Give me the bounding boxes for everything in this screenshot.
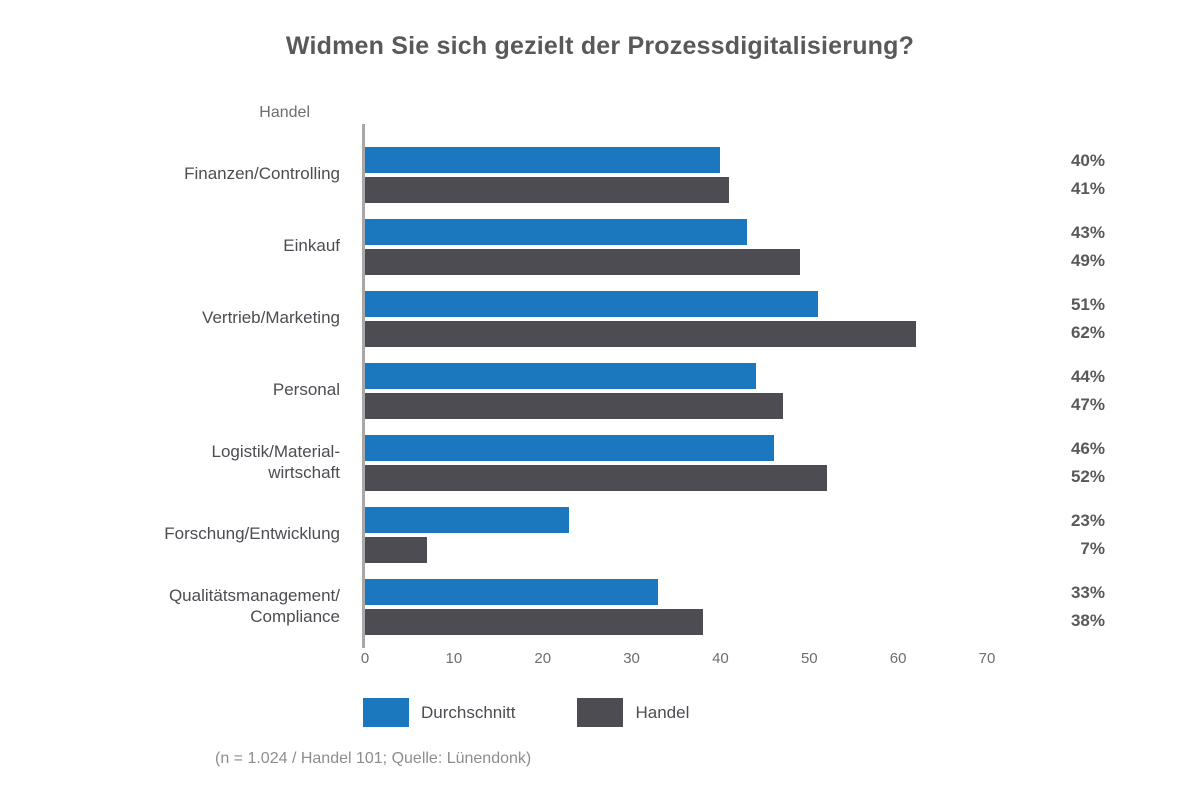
bar-handel	[365, 177, 730, 203]
bar-handel	[365, 393, 783, 419]
bar-row: Vertrieb/Marketing 51% 62%	[0, 282, 1200, 354]
x-axis: 0 10 20 30 40 50 60 70	[361, 650, 996, 672]
value-label: 47%	[1070, 395, 1105, 414]
legend-label: Durchschnitt	[421, 702, 516, 722]
bar-durchschnitt	[365, 147, 721, 173]
value-label: 62%	[1070, 323, 1105, 342]
bar-chart-area: Finanzen/Controlling 40% 41% Einkauf 43% 49% V…	[0, 138, 1200, 642]
value-labels: 51% 62%	[987, 282, 1200, 354]
value-label: 52%	[1070, 467, 1105, 486]
bar-group	[365, 426, 987, 498]
value-label: 38%	[1070, 611, 1105, 630]
x-tick-label: 20	[534, 650, 552, 667]
bar-group	[365, 498, 987, 570]
bar-group	[365, 210, 987, 282]
legend-label: Handel	[635, 702, 690, 722]
bar-row: Finanzen/Controlling 40% 41%	[0, 138, 1200, 210]
category-label: Personal	[272, 380, 340, 400]
x-tick-label: 50	[800, 650, 818, 667]
value-label: 49%	[1070, 251, 1105, 270]
bar-group	[365, 354, 987, 426]
chart-title: Widmen Sie sich gezielt der Prozessdigit…	[285, 32, 915, 60]
legend-item-durchschnitt: Durchschnitt	[363, 698, 515, 727]
value-labels: 46% 52%	[987, 426, 1200, 498]
legend-swatch-handel	[577, 698, 624, 727]
category-label: Einkauf	[283, 236, 340, 256]
bar-durchschnitt	[365, 291, 819, 317]
value-labels: 44% 47%	[987, 354, 1200, 426]
category-label: Forschung/Entwicklung	[164, 524, 340, 544]
bar-handel	[365, 321, 916, 347]
value-label: 44%	[1070, 367, 1105, 386]
category-label: Vertrieb/Marketing	[202, 308, 340, 328]
value-label: 51%	[1070, 295, 1105, 314]
bar-row: Einkauf 43% 49%	[0, 210, 1200, 282]
legend-swatch-durchschnitt	[363, 698, 409, 727]
value-label: 33%	[1070, 583, 1105, 602]
x-tick-label: 40	[712, 650, 729, 667]
x-tick-label: 30	[623, 650, 640, 667]
bar-durchschnitt	[365, 435, 774, 461]
bar-group	[365, 282, 987, 354]
bar-group	[365, 138, 987, 210]
value-labels: 23% 7%	[987, 498, 1200, 570]
bar-group	[365, 570, 987, 642]
value-label: 23%	[1070, 511, 1105, 530]
category-label: Qualitätsmanagement/ Compliance	[168, 585, 340, 626]
bar-durchschnitt	[365, 363, 756, 389]
x-tick-label: 0	[360, 650, 370, 667]
value-labels: 43% 49%	[987, 210, 1200, 282]
x-tick-label: 70	[978, 650, 996, 667]
bar-handel	[365, 465, 828, 491]
bar-handel	[365, 609, 703, 635]
bar-row: Forschung/Entwicklung 23% 7%	[0, 498, 1200, 570]
bar-row: Qualitätsmanagement/ Compliance 33% 38%	[0, 570, 1200, 642]
chart-legend: Durchschnitt Handel	[363, 698, 689, 727]
value-label: 7%	[1080, 539, 1105, 558]
bar-row: Personal 44% 47%	[0, 354, 1200, 426]
bar-handel	[365, 537, 428, 563]
bar-durchschnitt	[365, 507, 570, 533]
value-label: 43%	[1070, 223, 1105, 242]
value-labels: 40% 41%	[987, 138, 1200, 210]
x-tick-label: 10	[445, 650, 463, 667]
bar-row: Logistik/Material- wirtschaft 46% 52%	[0, 426, 1200, 498]
category-label: Logistik/Material- wirtschaft	[211, 441, 341, 482]
bar-durchschnitt	[365, 579, 659, 605]
value-label: 40%	[1070, 151, 1105, 170]
axis-top-label: Handel	[259, 104, 310, 121]
chart-footnote: (n = 1.024 / Handel 101; Quelle: Lünendo…	[215, 750, 532, 767]
category-label: Finanzen/Controlling	[184, 164, 340, 184]
bar-handel	[365, 249, 801, 275]
x-tick-label: 60	[889, 650, 907, 667]
value-label: 46%	[1070, 439, 1105, 458]
bar-durchschnitt	[365, 219, 748, 245]
value-labels: 33% 38%	[987, 570, 1200, 642]
legend-item-handel: Handel	[577, 698, 689, 727]
y-axis-line	[362, 124, 365, 648]
value-label: 41%	[1070, 179, 1105, 198]
